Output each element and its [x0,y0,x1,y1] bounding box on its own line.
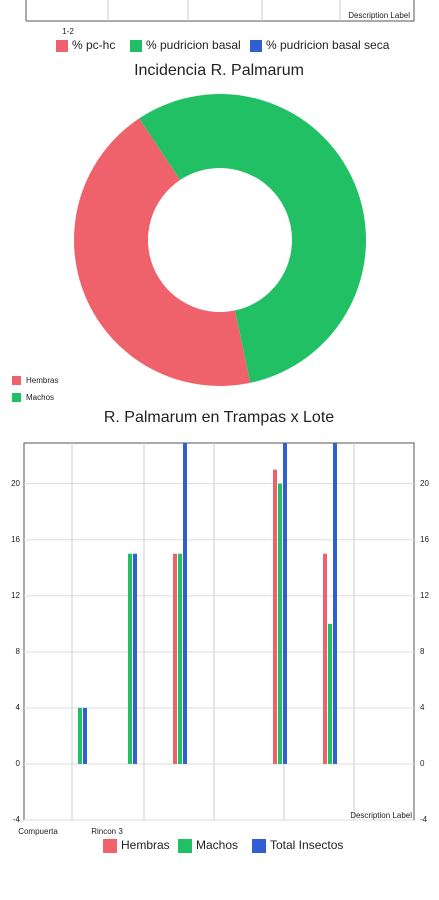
description: Description Label [350,811,412,820]
top-chart-frame [25,0,415,22]
legend-label: % pudricion basal seca [266,38,390,52]
chart-title: R. Palmarum en Trampas x Lote [104,409,334,426]
legend-swatch [178,839,192,853]
x-tick-label: Compuerta [18,827,58,836]
bar [83,707,87,764]
y-tick-label: 16 [11,535,20,544]
legend-label: % pudricion basal [146,38,241,52]
y-tick-label: 20 [11,479,20,488]
legend-swatch [103,839,117,853]
bar [133,553,137,764]
bar [178,553,182,764]
bar [128,553,132,764]
y2-tick-label: 12 [420,591,429,600]
bar [78,707,82,764]
legend-label: Machos [26,393,54,402]
pie-slice [74,118,251,386]
y-tick-label: 0 [16,759,21,768]
legend-label: Hembras [121,838,170,852]
y2-tick-label: -4 [420,815,428,824]
y2-tick-label: 8 [420,647,425,656]
y2-tick-label: 4 [420,703,425,712]
y2-tick-label: 20 [420,479,429,488]
y-tick-label: 12 [11,591,20,600]
chart-title: Incidencia R. Palmarum [134,62,304,79]
y2-tick-label: 0 [420,759,425,768]
bar [278,483,282,764]
y-tick-label: -4 [13,815,21,824]
bar [328,623,332,764]
y-tick-label: 4 [16,703,21,712]
x-tick-label: 1-2 [62,27,74,36]
bar [273,469,277,764]
bar [283,443,287,764]
legend-swatch [252,839,266,853]
legend-label: Machos [196,838,238,852]
legend-swatch [12,376,21,385]
x-tick-label: Rincon 3 [91,827,123,836]
legend-swatch [250,40,262,52]
y-tick-label: 8 [16,647,21,656]
bar [333,443,337,764]
description: Description Label [348,11,410,20]
legend-swatch [12,393,21,402]
pie-slice [139,93,367,383]
legend-swatch [56,40,68,52]
bar [173,553,177,764]
legend-label: % pc-hc [72,38,115,52]
legend-label: Total Insectos [270,838,343,852]
y2-tick-label: 16 [420,535,429,544]
legend-label: Hembras [26,376,58,385]
legend-swatch [130,40,142,52]
bar [183,443,187,764]
bar [323,553,327,764]
bars [78,443,337,764]
